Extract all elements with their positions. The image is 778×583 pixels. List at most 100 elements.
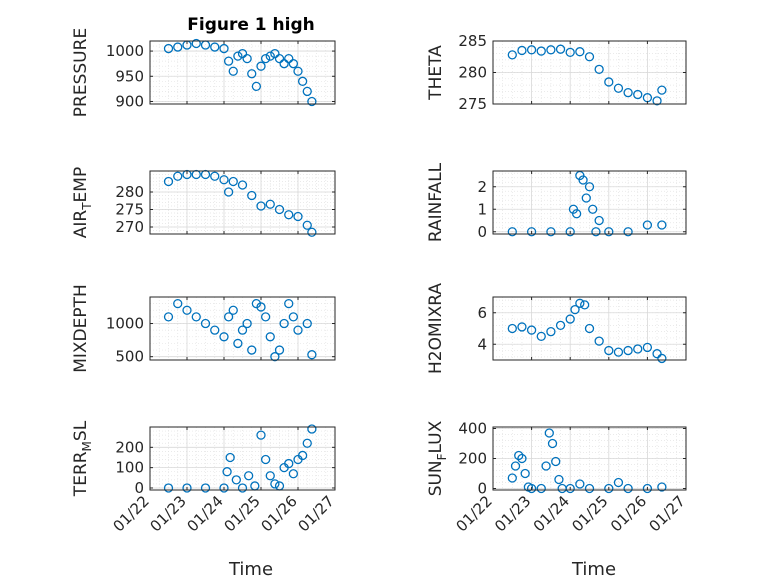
data-point (526, 227, 537, 237)
data-point (237, 48, 248, 59)
y-axis-label-subscript: T (80, 202, 94, 211)
data-point (260, 312, 271, 322)
data-point (182, 305, 192, 315)
data-point (288, 469, 299, 479)
subplot-6: 4 6 H2OMIXRA (426, 283, 687, 374)
series-markers (163, 424, 317, 493)
y-tick-label: 0 (134, 479, 144, 497)
data-point (228, 66, 238, 76)
data-point (251, 298, 262, 309)
subplot-4: 0 1 2 RAINFALL (426, 162, 687, 242)
data-point (210, 42, 220, 52)
data-point (191, 312, 201, 322)
data-point (231, 475, 241, 485)
data-point (526, 483, 537, 494)
data-point (242, 318, 252, 329)
data-point (546, 45, 556, 55)
data-point (233, 338, 243, 349)
data-point (265, 471, 275, 481)
data-point (547, 438, 558, 449)
y-axis-label-subscript: F (435, 453, 449, 460)
data-point (536, 331, 546, 342)
y-axis-label: RAINFALL (426, 162, 446, 242)
data-point (274, 53, 285, 64)
data-point (219, 483, 229, 493)
data-point (265, 199, 275, 209)
data-point (594, 64, 604, 74)
y-tick-label: 100 (115, 459, 144, 477)
y-tick-label: 1000 (106, 42, 144, 60)
y-tick-label: 275 (115, 201, 144, 219)
data-point (163, 176, 174, 187)
data-point (237, 483, 248, 493)
data-point (284, 458, 294, 469)
x-tick-label: 01/27 (646, 492, 689, 535)
data-point (652, 349, 662, 359)
y-tick-label: 6 (477, 304, 487, 322)
y-axis-label: SUNFLUX (426, 420, 449, 496)
data-point (613, 477, 624, 488)
y-axis-label-rest: LUX (426, 420, 446, 453)
data-point (210, 325, 220, 335)
y-axis-label-main: TERR (71, 451, 91, 497)
y-tick-label: 285 (458, 32, 487, 50)
y-axis-label: MIXDEPTH (71, 284, 91, 373)
data-point (623, 483, 633, 494)
data-point (507, 323, 517, 334)
data-point (237, 180, 248, 190)
data-point (302, 86, 312, 97)
y-tick-label: 400 (458, 420, 487, 438)
data-point (652, 96, 662, 106)
y-tick-label: 275 (458, 95, 487, 113)
data-point (279, 59, 289, 69)
data-point (225, 452, 235, 463)
data-point (256, 201, 266, 211)
data-point (233, 51, 243, 61)
axes-box (149, 296, 336, 361)
data-point (307, 227, 317, 237)
series-markers (507, 298, 667, 364)
data-point (279, 318, 289, 329)
data-point (517, 45, 527, 56)
data-point (578, 175, 588, 185)
data-point (284, 53, 294, 64)
series-markers (163, 298, 317, 362)
data-point (265, 332, 275, 342)
data-point (270, 48, 280, 59)
axes-background (150, 297, 335, 360)
data-point (571, 209, 582, 219)
y-axis-label: PRESSURE (71, 28, 91, 117)
data-point (302, 438, 312, 448)
data-point (251, 81, 262, 92)
data-point (256, 61, 266, 71)
y-axis-label: AIRTEMP (71, 167, 94, 238)
data-point (657, 85, 667, 95)
data-point (173, 171, 183, 181)
data-point (210, 171, 220, 181)
y-tick-label: 0 (477, 480, 487, 498)
data-point (228, 305, 238, 315)
x-tick-label: 01/23 (147, 492, 190, 535)
data-point (554, 474, 564, 485)
data-point (565, 483, 575, 494)
data-point (623, 88, 633, 98)
data-point (604, 77, 614, 87)
series-markers (507, 44, 667, 106)
data-point (274, 345, 285, 355)
data-point (613, 83, 624, 93)
y-tick-label: 1000 (106, 315, 144, 333)
y-tick-label: 2 (477, 178, 487, 196)
y-tick-label: 270 (115, 218, 144, 236)
data-point (163, 483, 174, 493)
data-point (575, 479, 585, 489)
series-markers (507, 428, 667, 494)
data-point (623, 345, 633, 356)
data-point (584, 323, 595, 334)
y-tick-label: 0 (477, 223, 487, 241)
data-point (293, 211, 303, 222)
data-point (223, 312, 234, 322)
data-point (270, 352, 280, 362)
